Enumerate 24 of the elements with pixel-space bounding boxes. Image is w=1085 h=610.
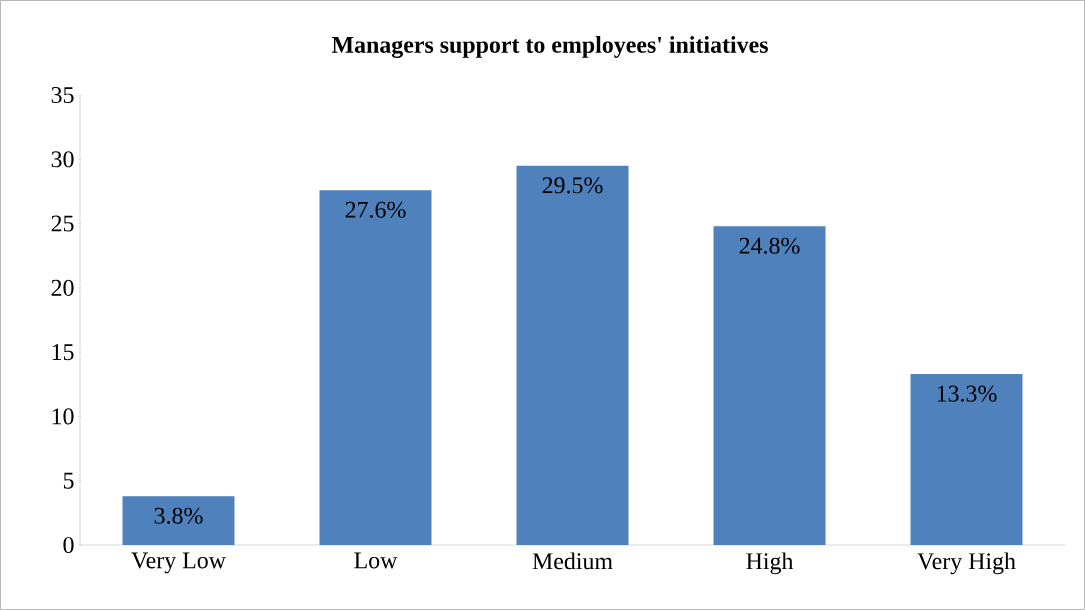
chart-title: Managers support to employees' initiatives [331,36,768,58]
y-tick-label: 15 [52,344,74,361]
bar [122,496,235,545]
y-tick-label: 10 [52,408,74,425]
y-tick-label: 25 [51,215,74,232]
x-tick-label: Very High [917,552,1016,575]
bar [319,190,432,545]
x-tick-label: Very Low [131,552,226,574]
y-tick-label: 0 [63,536,74,554]
data-label: 3.8% [154,507,203,524]
x-tick-label: High [746,552,794,575]
data-label: 29.5% [542,177,603,194]
bar [910,373,1023,545]
y-tick-label: 35 [51,86,74,104]
y-tick-label: 30 [51,151,74,168]
x-tick-label: Low [354,552,398,569]
bar [516,165,629,545]
x-tick-label: Medium [532,552,613,570]
data-label: 27.6% [345,201,406,218]
y-tick-label: 5 [63,472,74,489]
data-label: 13.3% [937,385,997,402]
bar [713,226,826,545]
y-tick-label: 20 [51,279,74,296]
data-label: 24.8% [739,237,800,254]
